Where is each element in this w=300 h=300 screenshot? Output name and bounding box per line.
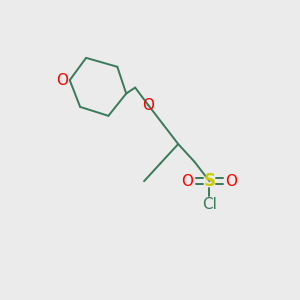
Text: S: S [203, 172, 215, 190]
Text: O: O [225, 174, 237, 189]
Text: O: O [142, 98, 154, 113]
Text: O: O [182, 174, 194, 189]
Text: O: O [56, 73, 68, 88]
Text: Cl: Cl [202, 197, 217, 212]
